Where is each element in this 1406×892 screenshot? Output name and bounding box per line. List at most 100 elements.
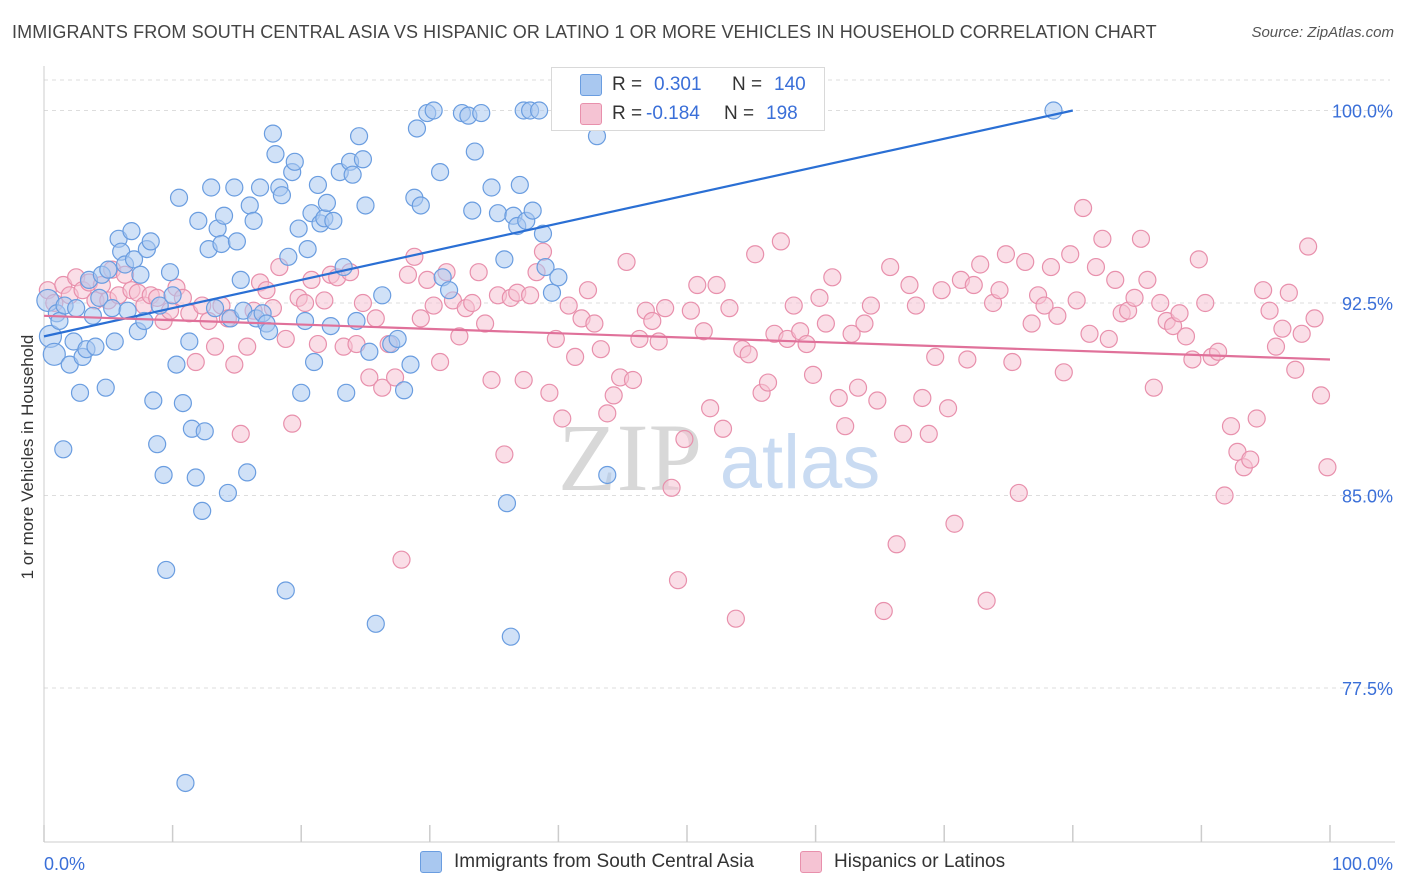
pink-point [1048, 306, 1067, 325]
pink-point [566, 347, 585, 366]
pink-point [1073, 198, 1093, 218]
pink-point [1138, 270, 1157, 289]
trend-lines [43, 109, 1331, 361]
blue-point [70, 383, 90, 402]
trend-line-pink [43, 314, 1331, 361]
pink-point [238, 337, 257, 356]
pink-point [276, 329, 295, 349]
pink-point [1125, 288, 1144, 307]
blue-point [154, 465, 173, 485]
pink-point [540, 383, 559, 402]
pink-point [784, 296, 803, 315]
blue-point [176, 773, 195, 793]
grid-lines [44, 79, 1390, 689]
pink-point [205, 337, 225, 356]
pink-point [810, 288, 829, 307]
pink-point [617, 252, 636, 272]
legend-row-pink: R = -0.184 N = 198 [552, 99, 798, 129]
blue-point [276, 581, 295, 600]
pink-point [360, 368, 379, 387]
blue-point [169, 188, 189, 207]
pink-point [971, 255, 990, 274]
bottom-legend-item-pink[interactable]: Hispanics or Latinos [800, 851, 1005, 873]
y-tick-label: 85.0% [1342, 487, 1393, 507]
pink-point [186, 352, 205, 372]
blue-point [238, 463, 257, 482]
blue-point [349, 127, 369, 146]
pink-point [418, 270, 437, 289]
pink-point [482, 370, 501, 390]
pink-point [1311, 386, 1331, 405]
n-label: N = [724, 103, 755, 124]
pink-point [495, 445, 514, 464]
pink-point [257, 281, 276, 300]
blue-point [334, 257, 353, 277]
pink-point [1209, 342, 1228, 361]
blue-point [124, 250, 144, 269]
blue-point [205, 299, 225, 318]
pink-point [1196, 293, 1215, 313]
blue-point [343, 165, 362, 184]
blue-point [83, 306, 102, 325]
x-tick-labels: 0.0% 100.0% [44, 854, 1393, 874]
blue-point [141, 232, 160, 251]
pink-point [475, 314, 495, 333]
blue-point [195, 422, 214, 441]
pink-point [1254, 281, 1273, 300]
blue-point [523, 201, 542, 220]
pink-point [868, 391, 887, 410]
blue-point [360, 342, 379, 361]
pink-point [398, 265, 418, 284]
pink-point [1009, 483, 1028, 503]
pink-point [874, 601, 893, 621]
blue-point [295, 311, 315, 331]
blue-point [131, 265, 150, 284]
blue-point [193, 501, 212, 520]
blue-point [96, 378, 115, 397]
blue-point [67, 299, 86, 318]
blue-point [244, 211, 263, 230]
series-south-central-asia-points [36, 101, 1063, 793]
pink-point [1305, 309, 1324, 328]
pink-point [958, 350, 977, 369]
blue-point [298, 240, 317, 259]
pink-point [1054, 363, 1073, 382]
stats-legend: R = 0.301 N = 140 R = -0.184 N = 198 [551, 67, 825, 131]
blue-point [308, 175, 328, 195]
axes [43, 66, 1395, 843]
pink-point [514, 370, 533, 390]
blue-point [212, 234, 231, 254]
pink-point [1099, 329, 1118, 349]
trend-line-blue [43, 109, 1074, 338]
pink-point [1041, 257, 1061, 277]
pink-point [739, 345, 758, 364]
blue-point [122, 222, 141, 241]
pink-point [463, 293, 482, 313]
pink-point [1273, 319, 1292, 338]
blue-point [202, 178, 221, 197]
y-tick-label: 92.5% [1342, 294, 1393, 314]
chart-title: IMMIGRANTS FROM SOUTH CENTRAL ASIA VS HI… [12, 22, 1157, 42]
pink-point [1189, 250, 1208, 269]
pink-point [713, 419, 733, 438]
blue-point [542, 283, 562, 302]
pink-point [926, 347, 945, 366]
pink-point [758, 373, 778, 392]
blue-point [86, 337, 105, 356]
bottom-legend-item-blue[interactable]: Immigrants from South Central Asia [420, 851, 754, 873]
blue-point [167, 355, 186, 374]
blue-point [250, 178, 270, 197]
pink-point [913, 388, 932, 408]
blue-point [289, 219, 308, 238]
y-tick-label: 77.5% [1342, 679, 1393, 699]
pink-point [1221, 417, 1241, 436]
pink-point [887, 535, 906, 554]
pink-point [848, 378, 868, 397]
pink-point [1086, 257, 1106, 277]
blue-point [42, 342, 66, 366]
pink-point [643, 311, 662, 331]
pink-point [726, 609, 745, 628]
blue-point [263, 124, 283, 143]
bottom-legend-swatch-pink [800, 851, 822, 873]
